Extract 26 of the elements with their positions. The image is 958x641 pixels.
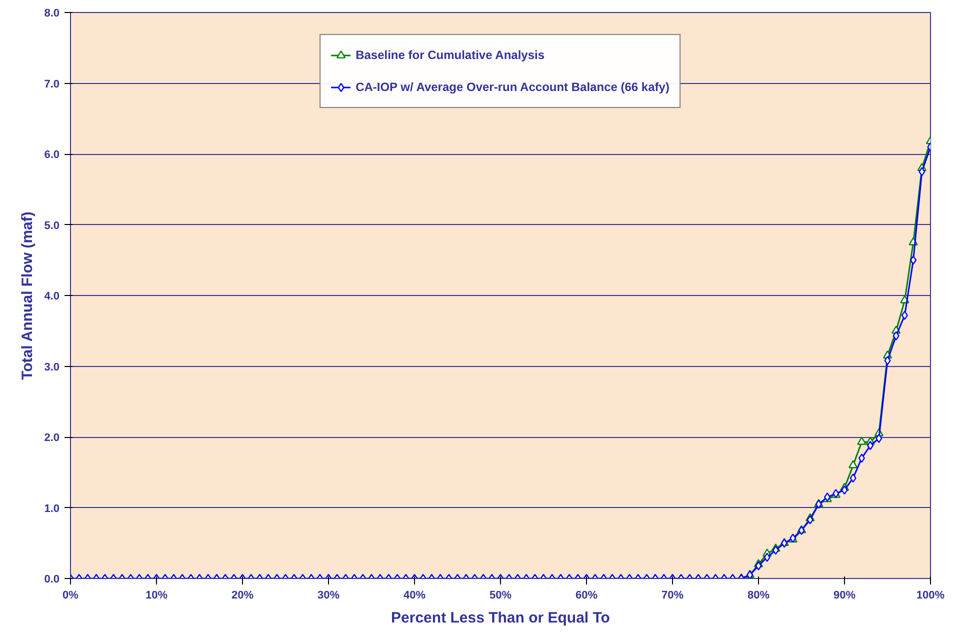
x-tick-label: 90%: [833, 590, 856, 602]
x-tick-label: 20%: [231, 590, 254, 602]
legend-label: Baseline for Cumulative Analysis: [356, 48, 545, 62]
x-tick-label: 60%: [575, 590, 598, 602]
x-axis-title: Percent Less Than or Equal To: [391, 610, 610, 626]
y-tick-label: 7.0: [44, 78, 60, 90]
y-tick-label: 3.0: [44, 361, 60, 374]
x-tick-label: 70%: [661, 590, 684, 602]
y-tick-label: 5.0: [44, 220, 60, 232]
x-tick-label: 50%: [489, 590, 512, 602]
y-tick-label: 0.0: [44, 574, 60, 586]
y-tick-label: 6.0: [44, 149, 60, 161]
x-tick-label: 0%: [62, 590, 79, 602]
legend-label: CA-IOP w/ Average Over-run Account Balance (66 kafy): [356, 80, 670, 94]
x-tick-label: 40%: [403, 590, 426, 602]
x-tick-label: 10%: [145, 590, 168, 602]
x-tick-label: 100%: [916, 590, 945, 602]
y-tick-label: 4.0: [44, 290, 60, 302]
x-tick-label: 30%: [317, 590, 340, 602]
y-axis-title: Total Annual Flow (maf): [19, 212, 36, 380]
y-tick-label: 8.0: [44, 8, 60, 20]
y-tick-label: 1.0: [44, 502, 60, 515]
x-tick-label: 80%: [747, 590, 770, 602]
point: [857, 436, 866, 445]
y-tick-label: 2.0: [44, 432, 60, 444]
point: [848, 460, 858, 468]
